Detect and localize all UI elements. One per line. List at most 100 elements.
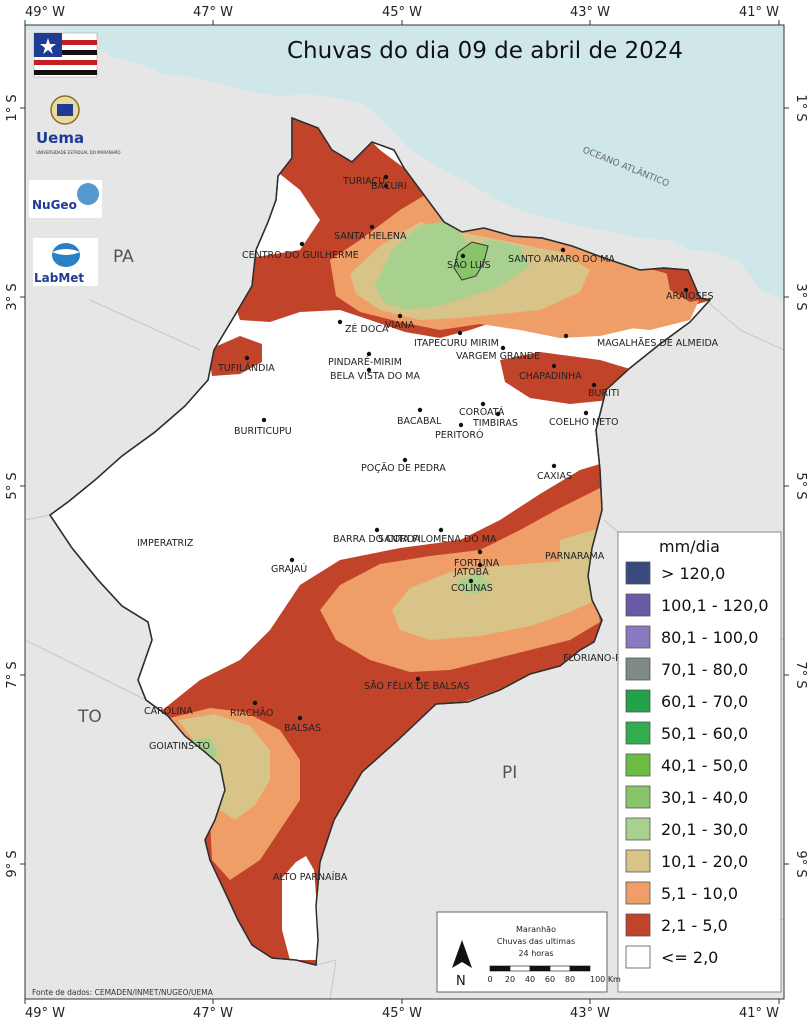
right-coord-label: 5° S [793, 472, 808, 499]
city-marker: ITAPECURU MIRIM [414, 330, 499, 349]
scale-tick-label: 100 Km [590, 975, 621, 984]
map-title: Chuvas do dia 09 de abril de 2024 [287, 38, 683, 64]
scale-bar: 0 20 40 60 80 100 Km [487, 965, 621, 984]
legend-item: 80,1 - 100,0 [625, 625, 758, 649]
city-label: PERITORÓ [435, 429, 484, 441]
scale-tick-label: 60 [545, 975, 555, 984]
city-label: TUFILÂNDIA [217, 362, 275, 374]
city-marker: CENTRO DO GUILHERME [242, 241, 359, 261]
city-dot [583, 410, 589, 416]
top-coord-label: 41° W [739, 5, 779, 20]
city-label: FORTUNA [454, 558, 500, 569]
city-dot [299, 241, 305, 247]
city-dot [551, 463, 557, 469]
legend-swatch [625, 753, 651, 777]
legend-swatch [625, 785, 651, 809]
top-coord-label: 49° W [25, 5, 65, 20]
city-label: GOIATINS-TO [149, 741, 210, 752]
nugeo-logo: NuGeo [29, 180, 102, 218]
city-label: BURITI [588, 388, 619, 399]
city-dot [457, 330, 463, 336]
city-label: COROATÁ [459, 406, 505, 418]
city-marker: ZÉ DOCA [337, 319, 389, 335]
bottom-coord-label: 41° W [739, 1006, 779, 1021]
city-marker: BACURI [371, 181, 407, 192]
city-dot [415, 676, 421, 682]
city-marker: MAGALHÃES DE ALMEIDA [563, 333, 719, 349]
city-label: PINDARÉ-MIRIM [328, 356, 402, 368]
city-dot [560, 247, 566, 253]
legend-swatch [625, 657, 651, 681]
bottom-coord-label: 49° W [25, 1006, 65, 1021]
city-label: COLINAS [451, 583, 493, 594]
city-marker: ARAIOSES [666, 287, 714, 302]
legend-swatch [625, 625, 651, 649]
city-marker: COROATÁ [459, 401, 505, 418]
city-dot [458, 422, 464, 428]
city-dot [551, 363, 557, 369]
legend-label: <= 2,0 [661, 948, 718, 967]
city-label: CAROLINA [144, 706, 193, 717]
city-marker: JATOBÁ [453, 562, 489, 578]
legend-label: 70,1 - 80,0 [661, 660, 748, 679]
region-label-pa: PA [113, 247, 134, 267]
legend-swatch [625, 913, 651, 937]
city-label: ARAIOSES [666, 291, 714, 302]
legend-swatch [625, 689, 651, 713]
rainfall-zones [160, 118, 710, 965]
legend-label: 2,1 - 5,0 [661, 916, 728, 935]
city-label: TURIAÇU [342, 176, 385, 187]
legend-label: 10,1 - 20,0 [661, 852, 748, 871]
city-marker: TURIAÇU [342, 174, 389, 187]
city-dot [417, 407, 423, 413]
city-dot [369, 224, 375, 230]
left-coord-label: 9° S [5, 850, 20, 877]
city-label: SANTA HELENA [334, 231, 407, 242]
legend-item: 10,1 - 20,0 [625, 849, 748, 873]
city-marker: PERITORÓ [435, 422, 484, 441]
right-coord-label: 9° S [793, 850, 808, 877]
city-label: CENTRO DO GUILHERME [242, 250, 359, 261]
map-frame [24, 24, 785, 1000]
legend-swatch [625, 849, 651, 873]
zone-20-30-north [375, 220, 530, 310]
zone-dry-alto-parnaiba [282, 856, 318, 960]
scale-tick-label: 40 [525, 975, 535, 984]
city-label: ITAPECURU MIRIM [414, 338, 499, 349]
atlantic-ocean [25, 25, 784, 300]
scale-tick-label: 80 [565, 975, 575, 984]
coordinate-labels: 49° W 47° W 45° W 43° W 41° W 49° W 47° W 45° W… [5, 5, 808, 1021]
city-dot [438, 527, 444, 533]
bottom-coord-label: 43° W [570, 1006, 610, 1021]
region-label-to: TO [77, 707, 102, 727]
legend-label: 60,1 - 70,0 [661, 692, 748, 711]
city-dot [563, 333, 569, 339]
city-dot [261, 417, 267, 423]
legend-swatch [625, 881, 651, 905]
city-marker: BURITICUPU [234, 417, 292, 437]
city-marker: COLINAS [451, 578, 493, 594]
city-dot [500, 345, 506, 351]
svg-text:Uema: Uema [36, 129, 84, 147]
city-label: VARGEM GRANDE [456, 351, 540, 362]
city-label: SÃO LUÍS [447, 259, 491, 271]
zone-10-20-colinas [392, 560, 596, 640]
legend-item: > 120,0 [625, 561, 725, 585]
city-label: COELHO NETO [549, 417, 618, 428]
legend-item: 30,1 - 40,0 [625, 785, 748, 809]
svg-text:NuGeo: NuGeo [32, 198, 77, 212]
legend-title: mm/dia [659, 537, 720, 556]
legend-item: 20,1 - 30,0 [625, 817, 748, 841]
legend-swatch [625, 945, 651, 969]
zone-2-5-tufilandia [208, 336, 262, 376]
city-dot [591, 382, 597, 388]
city-marker: SANTA FILOMENA DO MA [378, 527, 497, 545]
city-marker: TUFILÂNDIA [217, 355, 275, 374]
labmet-logo: LabMet [33, 238, 98, 286]
city-dot [683, 287, 689, 293]
north-arrow-icon: N [452, 940, 472, 989]
city-marker: BALSAS [284, 715, 321, 734]
svg-text:Maranhão: Maranhão [516, 925, 556, 934]
legend-label: 30,1 - 40,0 [661, 788, 748, 807]
